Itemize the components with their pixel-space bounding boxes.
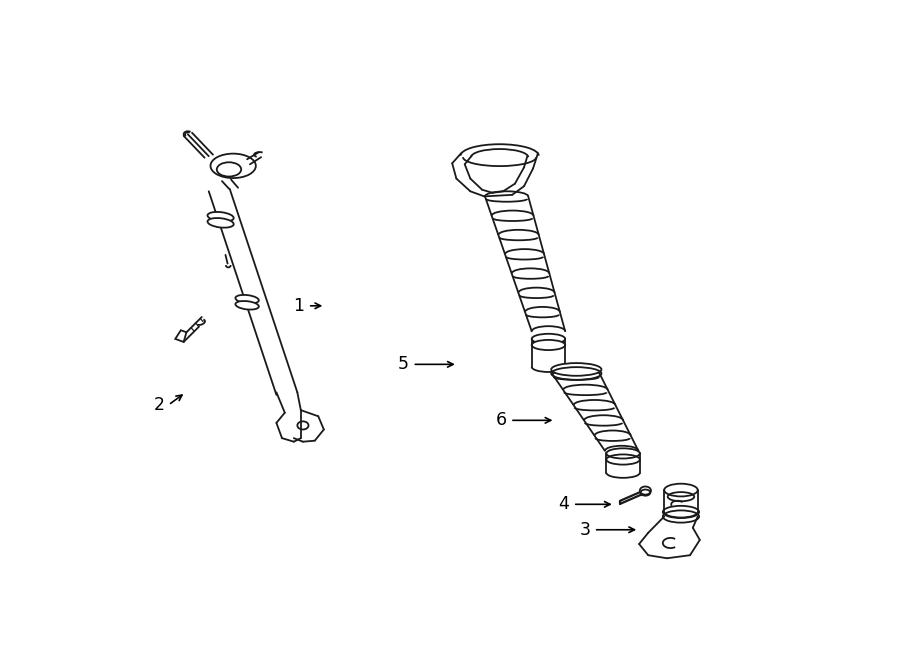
Text: 6: 6 (496, 411, 507, 430)
Ellipse shape (236, 295, 259, 303)
Ellipse shape (532, 334, 565, 344)
Ellipse shape (236, 301, 259, 309)
Text: 1: 1 (293, 297, 304, 315)
Ellipse shape (211, 153, 256, 178)
Ellipse shape (208, 212, 234, 221)
Ellipse shape (532, 340, 565, 350)
Text: 4: 4 (559, 495, 570, 514)
Text: 5: 5 (398, 356, 409, 373)
Polygon shape (176, 330, 186, 342)
Text: 3: 3 (580, 521, 590, 539)
Ellipse shape (640, 486, 651, 494)
Text: 2: 2 (154, 396, 165, 414)
Ellipse shape (664, 484, 698, 496)
Ellipse shape (551, 363, 601, 376)
Ellipse shape (208, 218, 234, 227)
